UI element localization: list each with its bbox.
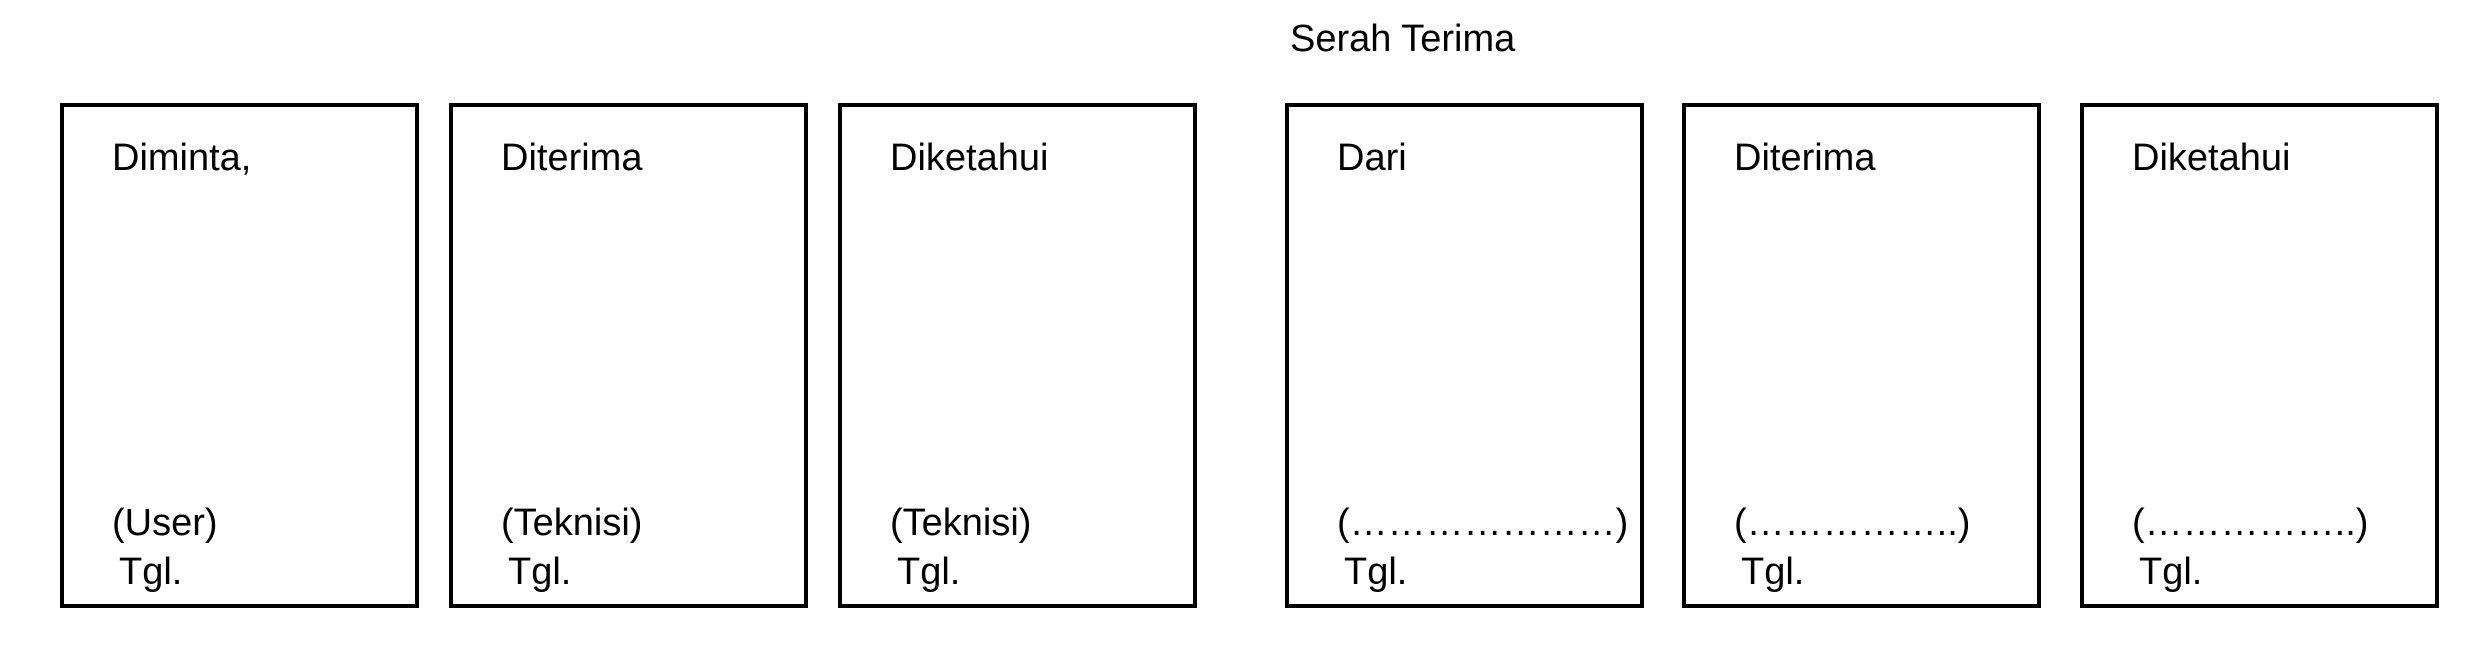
signature-box-title: Dari xyxy=(1337,137,1407,179)
handover-heading: Serah Terima xyxy=(1290,18,1516,60)
signature-date-label: Tgl. xyxy=(508,551,572,593)
signature-date-label: Tgl. xyxy=(897,551,961,593)
signature-name-line: (Teknisi) xyxy=(890,502,1032,544)
signature-box-requested: Diminta, (User) Tgl. xyxy=(60,103,419,608)
signature-box-title: Diminta, xyxy=(112,137,252,179)
signature-date-label: Tgl. xyxy=(1344,551,1408,593)
signature-date-label: Tgl. xyxy=(1741,551,1805,593)
handover-box-received: Diterima (……………..) Tgl. xyxy=(1682,103,2041,608)
signature-box-title: Diterima xyxy=(1734,137,1876,179)
signature-name-line: (……………..) xyxy=(1734,502,1971,544)
signature-name-line: (……………..) xyxy=(2132,502,2369,544)
signature-date-label: Tgl. xyxy=(119,551,183,593)
handover-box-from: Dari (…………………) Tgl. xyxy=(1285,103,1644,608)
signature-name-line: (…………………) xyxy=(1337,502,1629,544)
signature-box-title: Diketahui xyxy=(2132,137,2291,179)
signature-date-label: Tgl. xyxy=(2139,551,2203,593)
signature-box-acknowledged: Diketahui (Teknisi) Tgl. xyxy=(838,103,1197,608)
signature-box-title: Diketahui xyxy=(890,137,1049,179)
signature-box-received: Diterima (Teknisi) Tgl. xyxy=(449,103,808,608)
signature-name-line: (Teknisi) xyxy=(501,502,643,544)
handover-box-acknowledged: Diketahui (……………..) Tgl. xyxy=(2080,103,2439,608)
signature-box-title: Diterima xyxy=(501,137,643,179)
signature-name-line: (User) xyxy=(112,502,218,544)
